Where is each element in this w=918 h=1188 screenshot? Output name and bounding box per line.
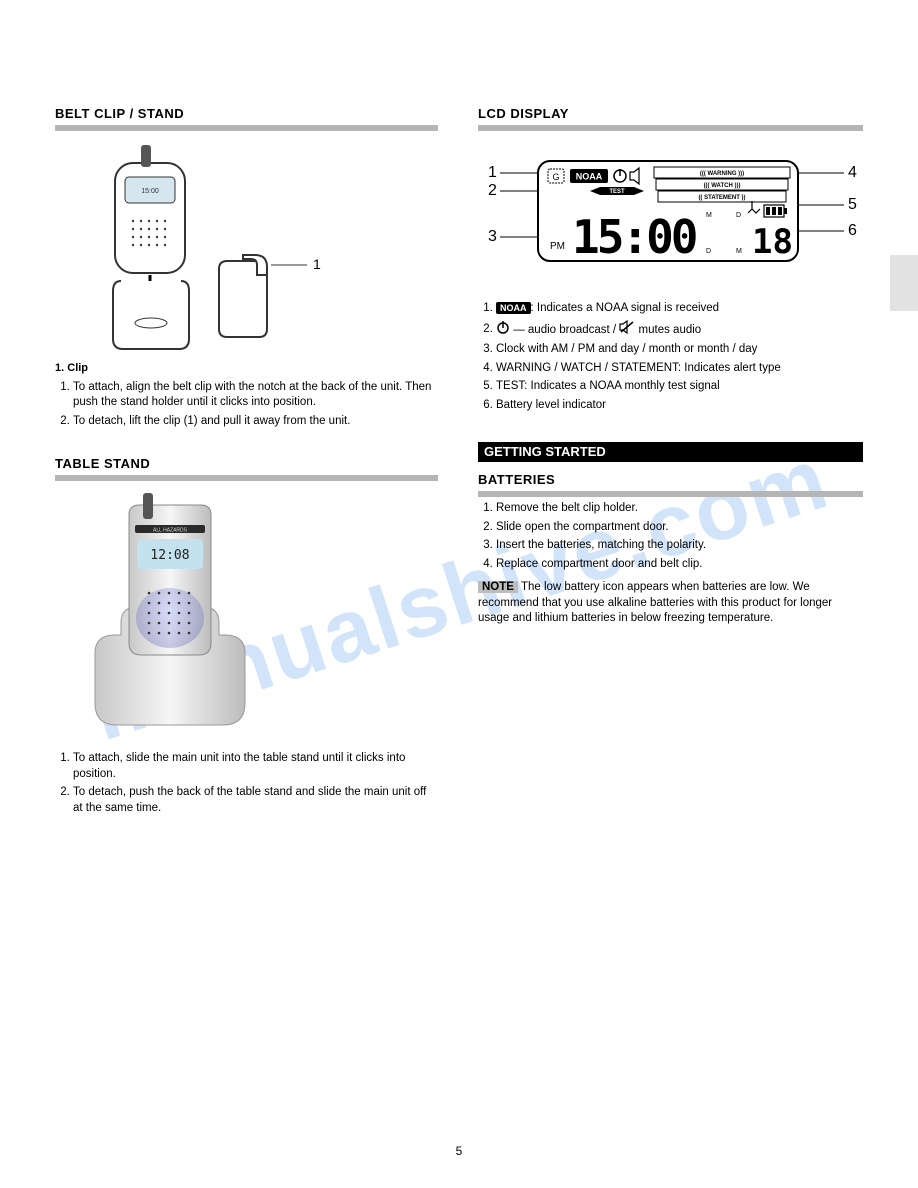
- legend-text: : Indicates a NOAA signal is received: [531, 302, 720, 314]
- content-columns: BELT CLIP / STAND 15:00: [55, 100, 863, 819]
- figure-belt-clip: 15:00: [55, 143, 438, 353]
- list-item: To detach, push the back of the table st…: [73, 785, 438, 816]
- divider: [55, 475, 438, 481]
- figure-caption: 1. Clip: [55, 361, 438, 376]
- heading-lcd: LCD DISPLAY: [478, 106, 863, 121]
- list-item: WARNING / WATCH / STATEMENT: Indicates a…: [496, 361, 863, 377]
- heading-belt-clip: BELT CLIP / STAND: [55, 106, 438, 121]
- svg-text:ALL HAZARDS: ALL HAZARDS: [153, 528, 188, 534]
- page-language-tab: [890, 255, 918, 311]
- heading-table-stand: TABLE STAND: [55, 456, 438, 471]
- svg-text:1: 1: [488, 164, 497, 181]
- noaa-pill-icon: NOAA: [496, 302, 531, 314]
- divider: [478, 491, 863, 497]
- list-item: Clock with AM / PM and day / month or mo…: [496, 342, 863, 358]
- power-icon: [496, 320, 510, 340]
- svg-text:4: 4: [848, 164, 857, 181]
- belt-clip-steps: To attach, align the belt clip with the …: [55, 380, 438, 430]
- svg-text:(( STATEMENT )): (( STATEMENT )): [698, 195, 745, 201]
- list-item: To detach, lift the clip (1) and pull it…: [73, 414, 438, 430]
- svg-text:15:00: 15:00: [572, 210, 696, 264]
- fig-num: 1: [55, 362, 61, 374]
- figure-table-stand: ALL HAZARDS 12:08: [55, 493, 438, 743]
- svg-text:((( WATCH ))): ((( WATCH ))): [704, 183, 741, 189]
- svg-text:M: M: [706, 212, 712, 219]
- svg-text:NOAA: NOAA: [576, 172, 603, 182]
- svg-text:5: 5: [848, 196, 857, 213]
- divider: [55, 125, 438, 131]
- table-stand-steps: To attach, slide the main unit into the …: [55, 751, 438, 816]
- page-number-value: 5: [456, 1144, 463, 1158]
- svg-text:((( WARNING ))): ((( WARNING ))): [700, 171, 744, 177]
- list-item: NOAA: Indicates a NOAA signal is receive…: [496, 301, 863, 317]
- divider: [478, 125, 863, 131]
- list-item: Battery level indicator: [496, 398, 863, 414]
- list-item: TEST: Indicates a NOAA monthly test sign…: [496, 379, 863, 395]
- svg-text:D: D: [706, 248, 711, 255]
- legend-text: mutes audio: [639, 323, 702, 335]
- svg-text:18: 18: [752, 222, 793, 262]
- list-item: Insert the batteries, matching the polar…: [496, 538, 863, 554]
- note-label: NOTE: [478, 581, 518, 593]
- svg-text:D: D: [736, 212, 741, 219]
- fig-text: Clip: [67, 362, 88, 374]
- svg-text:2: 2: [488, 182, 497, 199]
- note-block: NOTE The low battery icon appears when b…: [478, 580, 863, 627]
- note-text: The low battery icon appears when batter…: [478, 581, 832, 624]
- left-column: BELT CLIP / STAND 15:00: [55, 100, 438, 819]
- list-item: Remove the belt clip holder.: [496, 501, 863, 517]
- list-item: To attach, slide the main unit into the …: [73, 751, 438, 782]
- heading-batteries: BATTERIES: [478, 472, 863, 487]
- svg-text:M: M: [736, 248, 742, 255]
- svg-text:1: 1: [313, 256, 321, 272]
- list-item: Slide open the compartment door.: [496, 520, 863, 536]
- mute-icon: [619, 320, 635, 340]
- section-bar-getting-started: GETTING STARTED: [478, 442, 863, 462]
- list-item: — audio broadcast / mutes audio: [496, 320, 863, 340]
- page-frame: BELT CLIP / STAND 15:00: [0, 0, 918, 1188]
- right-column: LCD DISPLAY 1 2 3 4 5 6: [478, 100, 863, 819]
- page-number: 5: [0, 1142, 918, 1160]
- svg-text:6: 6: [848, 222, 857, 239]
- svg-text:PM: PM: [550, 241, 565, 252]
- svg-text:12:08: 12:08: [150, 548, 189, 563]
- list-item: To attach, align the belt clip with the …: [73, 380, 438, 411]
- svg-text:TEST: TEST: [609, 189, 625, 195]
- figure-lcd: 1 2 3 4 5 6: [478, 143, 863, 293]
- legend-text: — audio broadcast /: [513, 323, 619, 335]
- section-bar-label: GETTING STARTED: [478, 442, 606, 462]
- lcd-legend: NOAA: Indicates a NOAA signal is receive…: [478, 301, 863, 413]
- svg-text:G: G: [552, 172, 559, 182]
- svg-text:15:00: 15:00: [141, 188, 159, 195]
- svg-text:3: 3: [488, 228, 497, 245]
- batteries-steps: Remove the belt clip holder. Slide open …: [478, 501, 863, 572]
- list-item: Replace compartment door and belt clip.: [496, 557, 863, 573]
